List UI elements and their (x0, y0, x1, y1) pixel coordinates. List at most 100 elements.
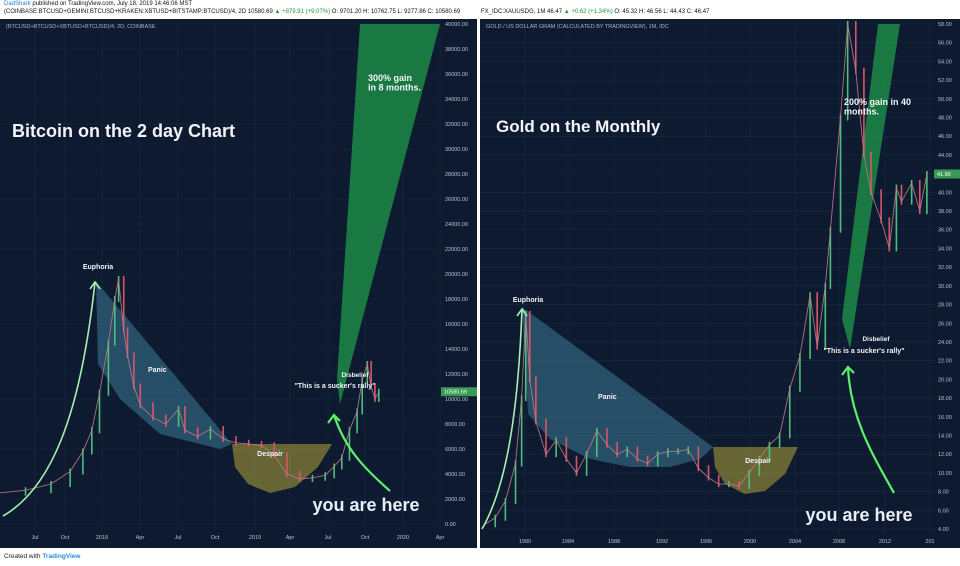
y-tick-label: 20000.00 (445, 272, 468, 278)
x-tick-label: Apr (136, 535, 145, 541)
gain-label: 200% gain in 40 months. (844, 97, 911, 116)
x-tick-label: Apr (286, 535, 295, 541)
euphoria-label: Euphoria (83, 264, 113, 271)
here-arrow-icon (332, 414, 391, 492)
suckers-rally-label: "This is a sucker's rally" (823, 348, 904, 355)
last-price-box (934, 169, 960, 179)
chart-title: Gold on the Monthly (496, 117, 661, 136)
panic-label: Panic (148, 367, 167, 374)
last-price-label: 41.96 (937, 172, 951, 178)
y-tick-label: 38.00 (938, 209, 952, 215)
x-tick-label: 1992 (656, 539, 668, 545)
y-tick-label: 18.00 (938, 396, 952, 402)
x-tick-label: 2020 (397, 535, 409, 541)
y-tick-label: 58.00 (938, 22, 952, 28)
y-tick-label: 54.00 (938, 59, 952, 65)
euphoria-arrowhead-icon (89, 280, 101, 290)
last-price-box (441, 387, 477, 397)
price-line (484, 23, 928, 525)
here-arrowhead-icon (327, 413, 341, 424)
x-tick-label: Apr (436, 535, 445, 541)
x-tick-label: 1996 (700, 539, 712, 545)
y-tick-label: 14.00 (938, 433, 952, 439)
x-tick-label: Jul (174, 535, 181, 541)
panic-region (522, 307, 713, 467)
x-tick-label: Jul (324, 535, 331, 541)
euphoria-arrow-icon (2, 281, 96, 517)
ohlc-line: (COINBASE:BTCUSD+GEMINI:BTCUSD+KRAKEN:XB… (4, 9, 460, 15)
y-tick-label: 4.00 (938, 527, 949, 533)
y-tick-label: 36000.00 (445, 72, 468, 78)
bitcoin-chart-svg: 40000.00 38000.00 36000.00 34000.00 32000.00… (0, 19, 477, 548)
euphoria-label: Euphoria (513, 297, 543, 304)
y-tick-label: 16000.00 (445, 322, 468, 328)
y-tick-label: 44.00 (938, 153, 952, 159)
right-last-price: 46.47 (547, 9, 563, 15)
x-tick-label: 2012 (879, 539, 891, 545)
despair-label: Despair (745, 458, 771, 465)
y-tick-label: 50.00 (938, 97, 952, 103)
y-tick-label: 30.00 (938, 284, 952, 290)
y-tick-label: 38000.00 (445, 47, 468, 53)
y-tick-label: 40.00 (938, 190, 952, 196)
y-tick-label: 6000.00 (445, 447, 465, 453)
x-tick-label: 1988 (608, 539, 620, 545)
here-arrow-icon (846, 366, 895, 494)
y-tick-label: 10.00 (938, 471, 952, 477)
gain-label: 300% gain in 8 months. (368, 73, 421, 92)
created-with-text: Created with (4, 553, 41, 560)
x-tick-label: Jul (31, 535, 38, 541)
chart-title: Bitcoin on the 2 day Chart (12, 121, 235, 141)
y-tick-label: 0.00 (445, 522, 456, 528)
panic-label: Panic (598, 394, 617, 401)
x-tick-label: 2008 (833, 539, 845, 545)
footer: Created with TradingView (4, 553, 80, 560)
author-link[interactable]: DadShark (4, 1, 31, 7)
x-tick-label: 2018 (96, 535, 108, 541)
euphoria-arrow-icon (481, 308, 523, 530)
y-tick-label: 24000.00 (445, 222, 468, 228)
right-ohlc-line: FX_IDC:XAUUSDG, 1M 46.47 ▲ +0.62 (+1.34%… (481, 9, 709, 15)
right-change-text: ▲ +0.62 (+1.34%) (563, 9, 613, 15)
despair-region (232, 444, 332, 493)
y-tick-label: 36.00 (938, 228, 952, 234)
y-tick-label: 4000.00 (445, 472, 465, 478)
right-symbol-text: FX_IDC:XAUUSDG, 1M (481, 9, 546, 15)
disbelief-label: Disbelief (341, 372, 369, 379)
panel-label: (BTCUSD+BTCUSD+XBTUSD+BTCUSD)/4, 2D, COI… (6, 24, 156, 30)
disbelief-label: Disbelief (862, 336, 890, 343)
y-tick-label: 56.00 (938, 41, 952, 47)
publish-line: DadShark published on TradingView.com, J… (4, 1, 192, 7)
y-tick-label: 34000.00 (445, 97, 468, 103)
y-tick-label: 22.00 (938, 359, 952, 365)
y-tick-label: 24.00 (938, 340, 952, 346)
you-are-here-label: you are here (312, 495, 419, 515)
last-price: 10580.69 (247, 9, 273, 15)
y-tick-label: 48.00 (938, 116, 952, 122)
published-text: published on TradingView.com, July 18, 2… (32, 1, 193, 7)
x-tick-label: Oct (211, 535, 220, 541)
y-tick-label: 30000.00 (445, 147, 468, 153)
you-are-here-label: you are here (805, 505, 912, 525)
suckers-rally-label: "This is a sucker's rally" (294, 383, 375, 390)
y-tick-label: 18000.00 (445, 297, 468, 303)
gain-wedge (337, 24, 440, 404)
right-ohlc-values: O: 45.32 H: 46.56 L: 44.43 C: 46.47 (614, 9, 710, 15)
gold-chart-panel[interactable]: 58.00 56.00 54.00 52.00 50.00 48.00 46.00 44.00… (480, 19, 960, 548)
x-tick-label: 2000 (744, 539, 756, 545)
y-tick-label: 20.00 (938, 377, 952, 383)
x-tick-label: 201 (925, 539, 934, 545)
tradingview-logo[interactable]: TradingView (42, 553, 81, 560)
footer-strip (0, 548, 960, 566)
panel-label: GOLD / US DOLLAR GRAM (CALCULATED BY TRA… (486, 24, 669, 30)
y-tick-label: 26000.00 (445, 197, 468, 203)
y-tick-label: 40000.00 (445, 22, 468, 28)
ohlc-values: O: 9701.20 H: 10762.75 L: 9277.86 C: 105… (331, 9, 461, 15)
y-tick-label: 12.00 (938, 452, 952, 458)
y-tick-label: 8000.00 (445, 422, 465, 428)
despair-label: Despair (257, 451, 283, 458)
y-tick-label: 46.00 (938, 134, 952, 140)
here-arrowhead-icon (841, 365, 855, 376)
bitcoin-chart-panel[interactable]: 40000.00 38000.00 36000.00 34000.00 32000.00… (0, 19, 477, 548)
y-tick-label: 16.00 (938, 415, 952, 421)
